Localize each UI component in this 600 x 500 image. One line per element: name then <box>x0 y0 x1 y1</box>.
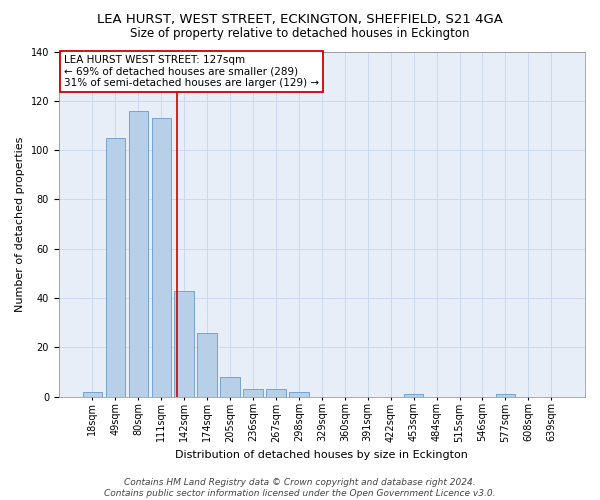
Bar <box>175 290 194 397</box>
Bar <box>83 392 102 396</box>
Bar <box>106 138 125 396</box>
Bar <box>404 394 424 396</box>
Bar <box>197 332 217 396</box>
Text: LEA HURST, WEST STREET, ECKINGTON, SHEFFIELD, S21 4GA: LEA HURST, WEST STREET, ECKINGTON, SHEFF… <box>97 12 503 26</box>
Y-axis label: Number of detached properties: Number of detached properties <box>15 136 25 312</box>
X-axis label: Distribution of detached houses by size in Eckington: Distribution of detached houses by size … <box>175 450 469 460</box>
Bar <box>220 377 240 396</box>
Bar <box>289 392 308 396</box>
Text: Size of property relative to detached houses in Eckington: Size of property relative to detached ho… <box>130 28 470 40</box>
Bar <box>152 118 171 396</box>
Text: LEA HURST WEST STREET: 127sqm
← 69% of detached houses are smaller (289)
31% of : LEA HURST WEST STREET: 127sqm ← 69% of d… <box>64 55 319 88</box>
Bar <box>244 389 263 396</box>
Bar <box>266 389 286 396</box>
Text: Contains HM Land Registry data © Crown copyright and database right 2024.
Contai: Contains HM Land Registry data © Crown c… <box>104 478 496 498</box>
Bar <box>128 110 148 397</box>
Bar <box>496 394 515 396</box>
